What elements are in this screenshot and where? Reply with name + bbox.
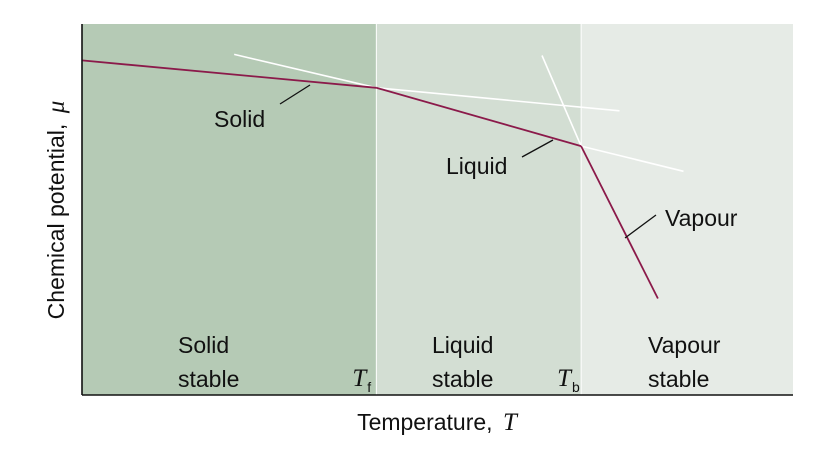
transition-symbol: T xyxy=(352,365,368,392)
series-label-solid: Solid xyxy=(214,106,265,132)
region-sublabel-liquid: stable xyxy=(432,366,493,392)
series-labels: Solid Liquid Vapour xyxy=(214,106,738,231)
y-axis-symbol: μ xyxy=(43,101,70,115)
leader-line-liquid xyxy=(521,139,554,158)
series-line-solid xyxy=(81,59,377,89)
y-axis-label: Chemical potential, xyxy=(43,124,69,320)
series-line-vapour xyxy=(580,145,659,299)
stability-regions xyxy=(82,24,793,395)
metastable-line-liquid xyxy=(376,87,620,112)
region-sublabel-vapour: stable xyxy=(648,366,709,392)
region-vapour xyxy=(581,24,793,395)
metastable-line-solid xyxy=(234,53,377,89)
transition-subscript: b xyxy=(572,379,580,395)
transition-dividers xyxy=(375,24,582,395)
series-label-liquid: Liquid xyxy=(446,153,507,179)
x-axis-symbol: T xyxy=(503,409,519,436)
x-axis-title: Temperature, T xyxy=(357,409,519,436)
transition-label-tf: Tf xyxy=(352,365,371,395)
series-label-leaders xyxy=(279,84,657,239)
transition-subscript: f xyxy=(367,379,371,395)
series-label-vapour: Vapour xyxy=(665,205,738,231)
region-liquid xyxy=(376,24,582,395)
region-label-vapour: Vapour xyxy=(648,332,721,358)
stable-lines xyxy=(81,59,659,299)
transition-symbol: T xyxy=(557,365,573,392)
series-line-liquid xyxy=(376,86,582,147)
transition-label-tb: Tb xyxy=(557,365,580,395)
region-sublabel-solid: stable xyxy=(178,366,239,392)
leader-line-vapour xyxy=(624,214,657,239)
x-axis-label: Temperature, xyxy=(357,409,493,435)
leader-line-solid xyxy=(279,84,311,105)
region-labels: Solid stable Liquid stable Vapour stable xyxy=(178,332,721,392)
y-axis-title: Chemical potential, μ xyxy=(43,101,70,320)
region-label-solid: Solid xyxy=(178,332,229,358)
region-solid xyxy=(82,24,377,395)
region-label-liquid: Liquid xyxy=(432,332,493,358)
transition-labels: Tf Tb xyxy=(352,365,580,395)
